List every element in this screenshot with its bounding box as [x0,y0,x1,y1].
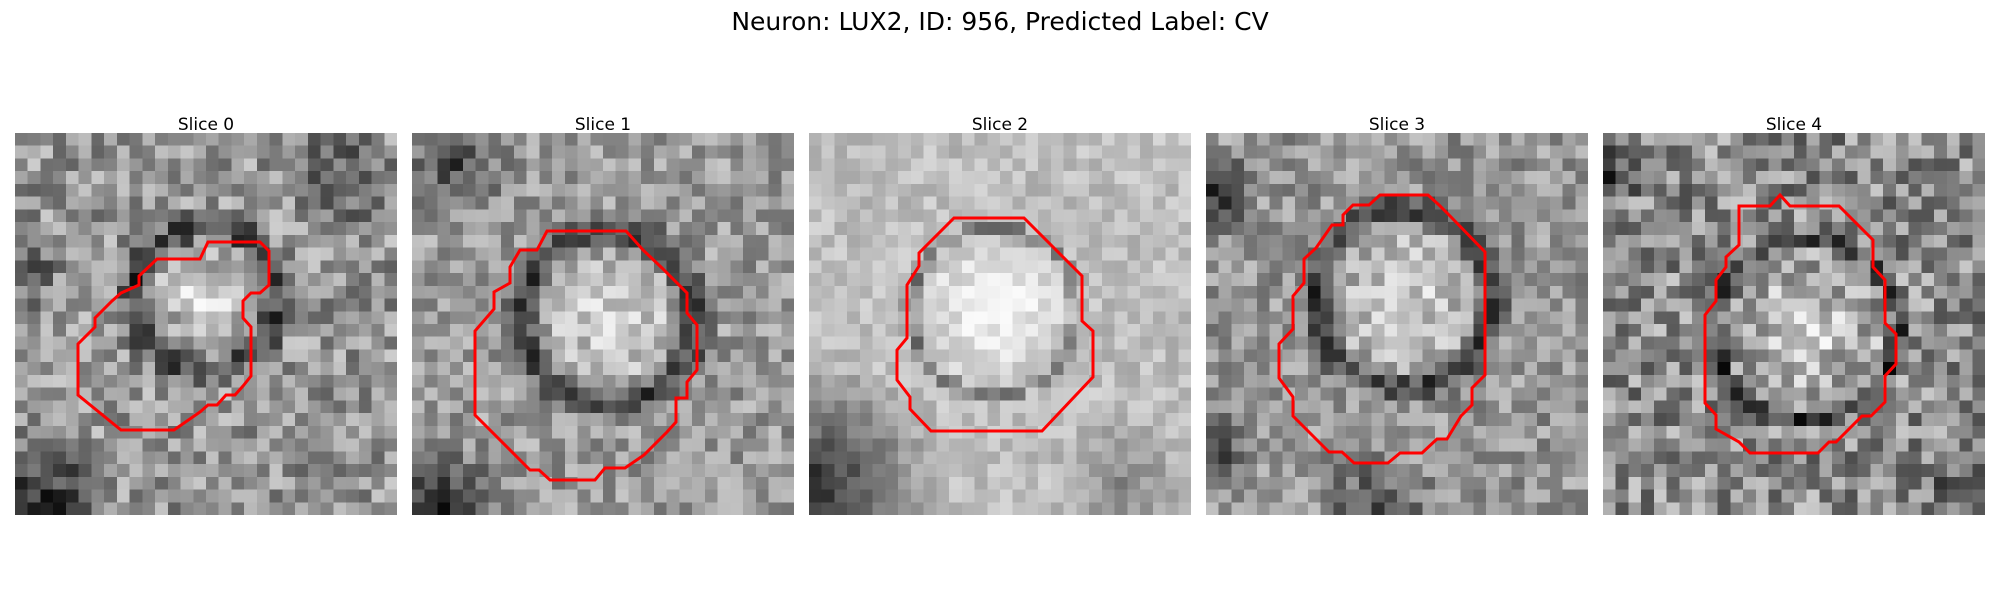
slice-title: Slice 3 [1368,115,1426,135]
roi-contour [1703,192,1898,455]
roi-contour-overlay [473,229,699,482]
slice-image [1603,133,1985,515]
roi-contour [1277,193,1487,465]
roi-contour-overlay [1703,192,1898,455]
slice-title: Slice 4 [1765,115,1823,135]
slice-image [809,133,1191,515]
roi-contour-overlay [76,240,271,432]
slice-image [412,133,794,515]
roi-contour [895,216,1095,433]
slice-image [15,133,397,515]
slice-title: Slice 1 [574,115,632,135]
roi-contour [473,229,699,482]
slice-title: Slice 0 [177,115,235,135]
roi-contour-overlay [895,216,1095,433]
slice-title: Slice 2 [971,115,1029,135]
slice-panel-3: Slice 3 [1206,115,1588,515]
slice-panel-2: Slice 2 [809,115,1191,515]
slice-panel-1: Slice 1 [412,115,794,515]
slice-panel-0: Slice 0 [15,115,397,515]
figure-title: Neuron: LUX2, ID: 956, Predicted Label: … [731,7,1269,36]
roi-contour-overlay [1277,193,1487,465]
slice-image [1206,133,1588,515]
roi-contour [76,240,271,432]
slice-panel-4: Slice 4 [1603,115,1985,515]
